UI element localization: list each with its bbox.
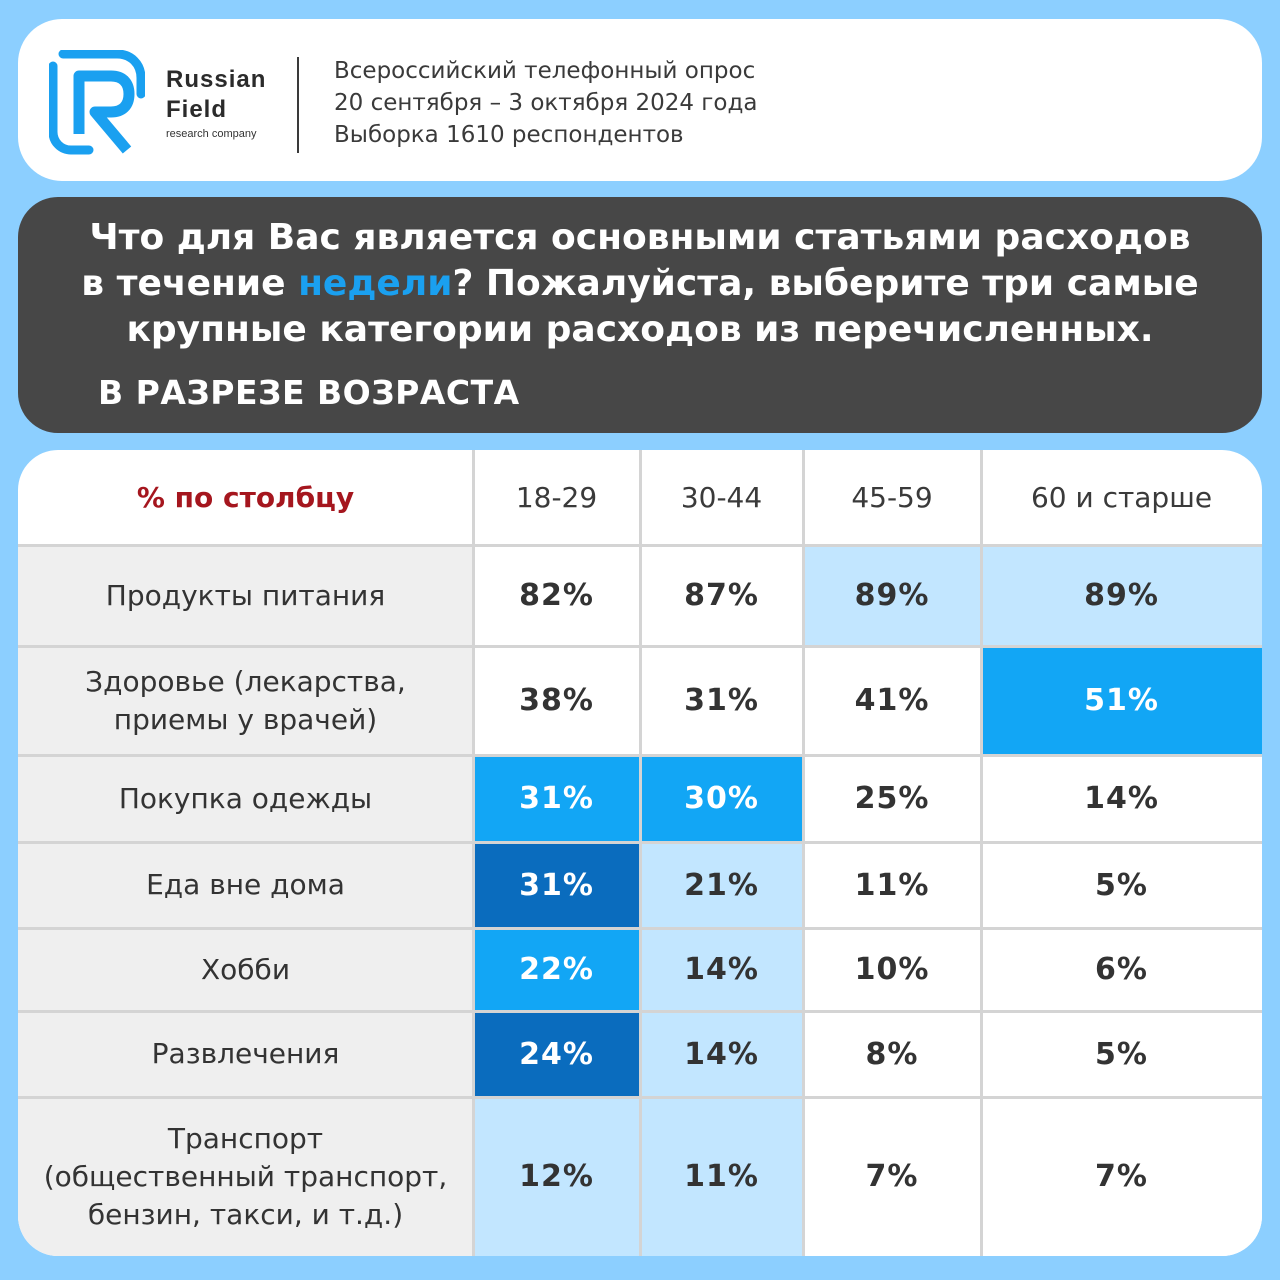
row-label: Покупка одежды: [18, 755, 473, 842]
question-card: Что для Вас является основными статьями …: [18, 197, 1262, 433]
row-label-line: Здоровье (лекарства,: [85, 664, 406, 698]
row-label-line: бензин, такси, и т.д.): [87, 1197, 404, 1231]
row-label: Продукты питания: [18, 545, 473, 646]
value-cell: 31%: [473, 842, 640, 928]
survey-dates: 20 сентября – 3 октября 2024 года: [334, 90, 758, 116]
row-label-text: Здоровье (лекарства, приемы у врачей): [85, 663, 406, 739]
value-cell: 21%: [640, 842, 803, 928]
value-cell: 51%: [981, 646, 1262, 755]
header-card: Russian Field research company Всероссий…: [18, 19, 1262, 181]
column-header: 18-29: [515, 481, 598, 514]
question-line-3: крупные категории расходов из перечислен…: [126, 309, 1154, 350]
row-label: Еда вне дома: [18, 842, 473, 928]
results-table: % по столбцу 18-29 30-44 45-59 60 и старше Пр…: [18, 450, 1262, 1256]
row-label-text: Развлечения: [152, 1035, 340, 1073]
russian-field-logo-icon: [49, 50, 145, 155]
column-divider: [802, 450, 805, 1256]
row-label-line: Развлечения: [151, 1037, 340, 1070]
row-label: Транспорт (общественный транспорт, бензин,…: [18, 1097, 473, 1256]
row-label: Развлечения: [18, 1011, 473, 1097]
question-line-2-start: в течение: [81, 263, 299, 304]
row-label: Хобби: [18, 928, 473, 1011]
row-label-line: приемы у врачей): [113, 702, 378, 736]
value-cell: 10%: [803, 928, 981, 1011]
question-line-2: в течение недели? Пожалуйста, выберите т…: [18, 261, 1262, 307]
value-cell: 8%: [803, 1011, 981, 1097]
question-line-2-end: ? Пожалуйста, выберите три самые: [452, 263, 1199, 304]
survey-info: Всероссийский телефонный опрос 20 сентяб…: [334, 55, 757, 151]
value-cell: 14%: [981, 755, 1262, 842]
question-highlight: недели: [298, 263, 453, 304]
row-label-line: (общественный транспорт,: [43, 1159, 448, 1193]
value-cell: 5%: [981, 842, 1262, 928]
column-divider: [980, 450, 983, 1256]
row-label-line: Покупка одежды: [118, 781, 373, 815]
value-cell: 6%: [981, 928, 1262, 1011]
value-cell: 22%: [473, 928, 640, 1011]
value-cell: 38%: [473, 646, 640, 755]
value-cell: 30%: [640, 755, 803, 842]
row-label-line: Продукты питания: [105, 578, 386, 612]
row-label-text: Покупка одежды: [119, 780, 372, 818]
brand-line-2: Field: [166, 96, 228, 123]
breakdown-subtitle: В РАЗРЕЗЕ ВОЗРАСТА: [98, 373, 520, 412]
header-divider: [297, 57, 299, 153]
column-divider: [472, 450, 475, 1256]
value-cell: 7%: [981, 1097, 1262, 1256]
column-divider: [639, 450, 642, 1256]
value-cell: 11%: [640, 1097, 803, 1256]
question-line-1: Что для Вас является основными статьями …: [89, 217, 1191, 258]
survey-sample: Выборка 1610 респондентов: [334, 122, 684, 148]
value-cell: 14%: [640, 928, 803, 1011]
value-cell: 87%: [640, 545, 803, 646]
brand-tagline: research company: [166, 128, 257, 140]
question-title: Что для Вас является основными статьями …: [18, 215, 1262, 353]
row-label-line: Еда вне дома: [146, 868, 345, 901]
value-cell: 89%: [981, 545, 1262, 646]
brand-line-1: Russian: [166, 66, 267, 93]
value-cell: 31%: [640, 646, 803, 755]
value-cell: 41%: [803, 646, 981, 755]
value-cell: 7%: [803, 1097, 981, 1256]
value-cell: 5%: [981, 1011, 1262, 1097]
brand-name: Russian Field research company: [166, 65, 266, 143]
row-label-line: Хобби: [200, 952, 291, 986]
row-label-text: Хобби: [201, 951, 290, 989]
column-header: 45-59: [851, 481, 933, 514]
value-cell: 89%: [803, 545, 981, 646]
value-cell: 25%: [803, 755, 981, 842]
column-percent-label: % по столбцу: [136, 481, 355, 514]
row-label-text: Транспорт (общественный транспорт, бензин,…: [44, 1120, 448, 1234]
value-cell: 11%: [803, 842, 981, 928]
value-cell: 82%: [473, 545, 640, 646]
value-cell: 31%: [473, 755, 640, 842]
value-cell: 14%: [640, 1011, 803, 1097]
value-cell: 24%: [473, 1011, 640, 1097]
row-label-text: Продукты питания: [106, 577, 385, 615]
column-header: 30-44: [680, 481, 763, 514]
row-label: Здоровье (лекарства, приемы у врачей): [18, 646, 473, 755]
row-label-text: Еда вне дома: [146, 866, 345, 904]
survey-type: Всероссийский телефонный опрос: [334, 58, 756, 84]
column-header: 60 и старше: [1030, 481, 1213, 514]
value-cell: 12%: [473, 1097, 640, 1256]
row-label-line: Транспорт: [167, 1121, 324, 1155]
